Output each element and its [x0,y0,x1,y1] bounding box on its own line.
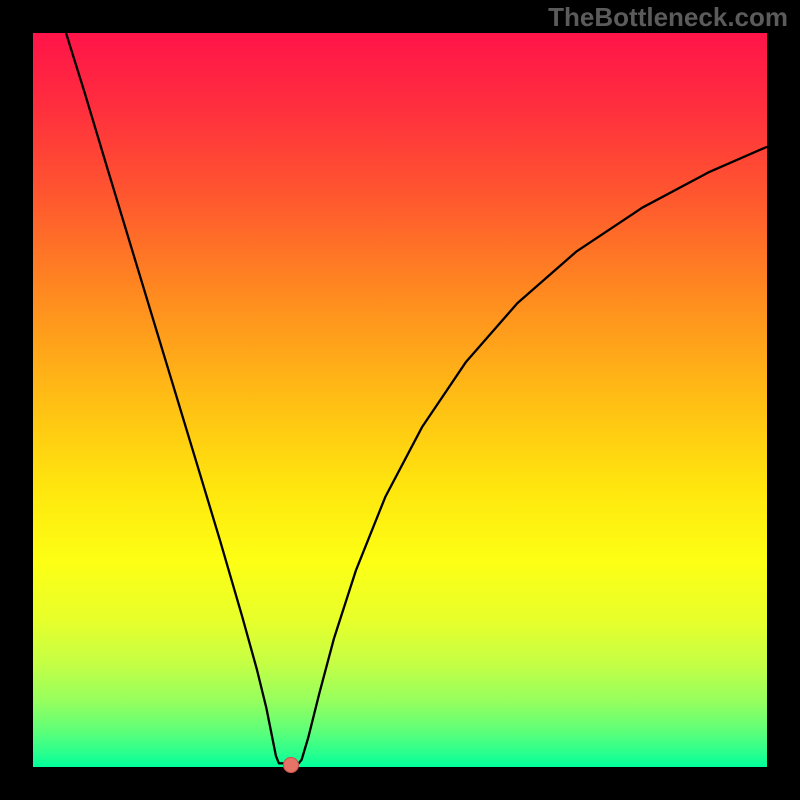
chart-container: TheBottleneck.com [0,0,800,800]
watermark-text: TheBottleneck.com [548,2,788,33]
bottleneck-curve [66,33,767,763]
curve-overlay [0,0,800,800]
